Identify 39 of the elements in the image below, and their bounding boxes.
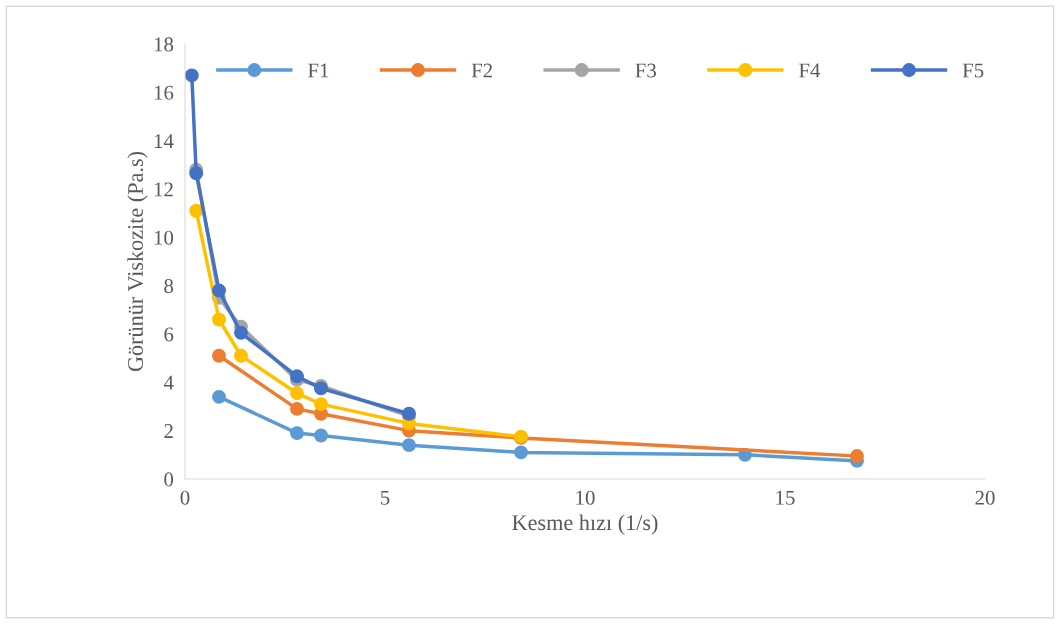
point: [314, 397, 328, 412]
point: [290, 401, 304, 416]
y-axis-title: Görünür Viskozite (Pa.s): [127, 151, 148, 372]
x-axis-title: Kesme hızı (1/s): [512, 514, 658, 535]
point: [189, 203, 204, 218]
point: [212, 283, 226, 298]
y-tick-label: 18: [154, 37, 174, 52]
point: [234, 325, 248, 340]
point: [234, 348, 248, 363]
y-tick-label: 0: [164, 472, 174, 487]
point: [850, 449, 864, 463]
x-tick-label: 10: [576, 490, 595, 505]
legend-label: F5: [962, 63, 984, 78]
y-tick-label: 10: [154, 230, 174, 245]
point: [290, 386, 304, 401]
point: [402, 438, 416, 453]
y-tick-label: 14: [154, 134, 174, 148]
y-tick-label: 2: [164, 424, 173, 438]
point: [314, 428, 328, 443]
x-tick-label: 5: [381, 490, 390, 505]
point: [514, 445, 528, 460]
point: [189, 166, 204, 181]
y-tick-label: 6: [164, 327, 174, 342]
legend-label: F1: [308, 63, 329, 78]
y-tick-label: 12: [154, 182, 173, 197]
point: [212, 348, 226, 363]
point: [185, 68, 199, 83]
legend-label: F3: [635, 63, 656, 78]
x-tick-label: 0: [180, 490, 190, 505]
x-tick-label: 15: [776, 490, 795, 505]
y-tick-label: 8: [164, 279, 174, 294]
y-tick-label: 4: [163, 375, 174, 390]
point: [212, 312, 226, 327]
y-tick-label: 16: [154, 85, 174, 100]
legend-label: F4: [799, 63, 821, 78]
point: [290, 426, 304, 441]
legend-label: F2: [471, 63, 492, 78]
point: [212, 389, 226, 404]
x-tick-label: 20: [975, 490, 995, 505]
